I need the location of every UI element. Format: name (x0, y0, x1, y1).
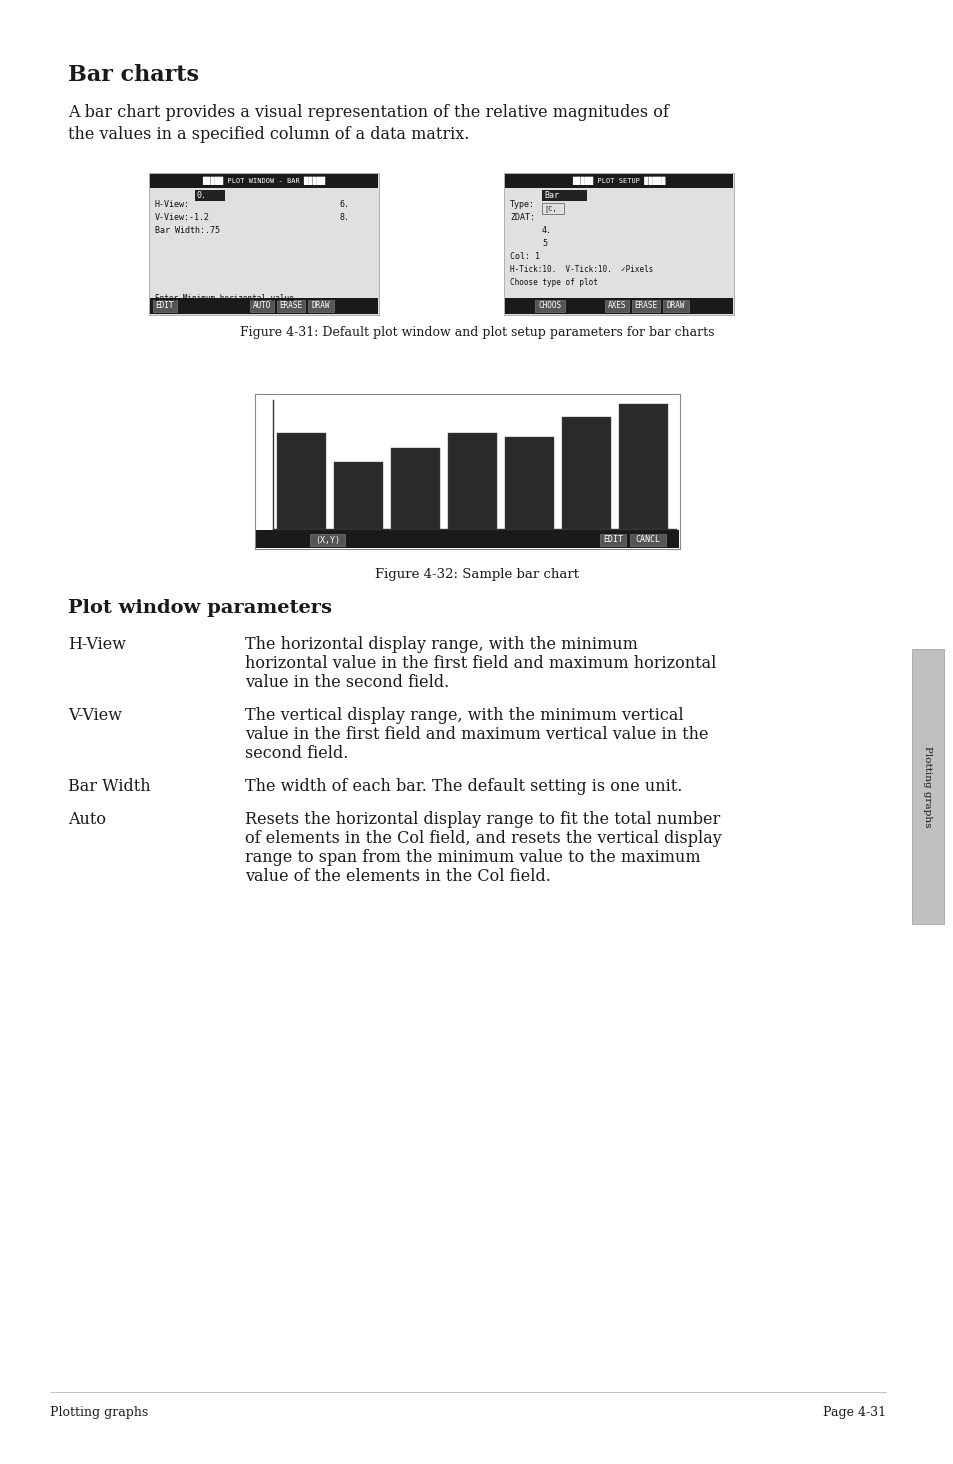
Bar (277, 433, 325, 529)
Bar (631, 300, 659, 312)
Text: Enter Minimum horizontal value: Enter Minimum horizontal value (154, 294, 294, 303)
Text: Plotting graphs: Plotting graphs (50, 1405, 148, 1419)
Text: [C,: [C, (543, 205, 557, 212)
Text: CANCL: CANCL (635, 536, 659, 545)
Bar (308, 300, 334, 312)
Text: The horizontal display range, with the minimum: The horizontal display range, with the m… (245, 635, 638, 653)
Bar (505, 436, 553, 529)
Bar (504, 174, 732, 187)
Text: value in the first field and maximum vertical value in the: value in the first field and maximum ver… (245, 726, 708, 744)
Bar (254, 394, 679, 549)
Bar (150, 299, 377, 313)
Text: Type:: Type: (510, 201, 535, 209)
Text: H-View:: H-View: (154, 201, 190, 209)
Bar (255, 530, 679, 548)
Text: Figure 4-32: Sample bar chart: Figure 4-32: Sample bar chart (375, 568, 578, 581)
Text: Plot window parameters: Plot window parameters (68, 599, 332, 616)
Text: H-View: H-View (68, 635, 126, 653)
Text: of elements in the Col field, and resets the vertical display: of elements in the Col field, and resets… (245, 830, 721, 848)
Text: AXES: AXES (607, 302, 625, 310)
Text: Page 4-31: Page 4-31 (822, 1405, 885, 1419)
Text: second field.: second field. (245, 745, 348, 761)
Text: 4.: 4. (541, 225, 552, 236)
Text: The width of each bar. The default setting is one unit.: The width of each bar. The default setti… (245, 777, 681, 795)
Text: AUTO: AUTO (253, 302, 271, 310)
Bar (561, 417, 610, 529)
Text: ERASE: ERASE (634, 302, 657, 310)
Text: V-View:-1.2: V-View:-1.2 (154, 212, 210, 223)
Bar (541, 190, 586, 201)
Text: Bar: Bar (543, 192, 558, 201)
Bar (503, 173, 733, 315)
Text: ERASE: ERASE (279, 302, 302, 310)
Bar (504, 174, 732, 313)
Text: Plotting graphs: Plotting graphs (923, 745, 931, 827)
Text: EDIT: EDIT (155, 302, 174, 310)
Bar (604, 300, 628, 312)
Bar (149, 173, 378, 315)
Text: (X,Y): (X,Y) (314, 536, 339, 545)
Text: value in the second field.: value in the second field. (245, 673, 449, 691)
Bar (504, 299, 732, 313)
Bar (276, 300, 305, 312)
Text: 8.: 8. (339, 212, 350, 223)
Text: range to span from the minimum value to the maximum: range to span from the minimum value to … (245, 849, 700, 867)
Text: horizontal value in the first field and maximum horizontal: horizontal value in the first field and … (245, 654, 716, 672)
Text: Col: 1: Col: 1 (510, 252, 539, 261)
Text: Bar charts: Bar charts (68, 64, 199, 86)
Text: ZDAT:: ZDAT: (510, 212, 535, 223)
Text: Bar Width: Bar Width (68, 777, 151, 795)
Text: Bar Width:.75: Bar Width:.75 (154, 225, 220, 236)
Bar (152, 300, 177, 312)
Bar (911, 649, 943, 924)
Text: CHOOS: CHOOS (537, 302, 561, 310)
Bar (662, 300, 688, 312)
Text: The vertical display range, with the minimum vertical: The vertical display range, with the min… (245, 707, 683, 725)
Bar (629, 534, 665, 546)
Text: V-View: V-View (68, 707, 122, 725)
Bar (599, 534, 625, 546)
Text: value of the elements in the Col field.: value of the elements in the Col field. (245, 868, 550, 886)
Text: DRAW: DRAW (312, 302, 330, 310)
Bar (448, 433, 497, 529)
Bar (391, 448, 439, 529)
Bar (150, 174, 377, 313)
Text: 5: 5 (541, 239, 546, 247)
Bar (618, 404, 667, 529)
Text: Resets the horizontal display range to fit the total number: Resets the horizontal display range to f… (245, 811, 720, 829)
Text: the values in a specified column of a data matrix.: the values in a specified column of a da… (68, 126, 469, 143)
Text: DRAW: DRAW (666, 302, 684, 310)
Bar (535, 300, 564, 312)
Text: Choose type of plot: Choose type of plot (510, 278, 598, 287)
Bar (250, 300, 274, 312)
Bar (541, 203, 563, 214)
Text: H-Tick:10.  V-Tick:10.  ✓Pixels: H-Tick:10. V-Tick:10. ✓Pixels (510, 265, 653, 274)
Bar (150, 174, 377, 187)
Text: █████ PLOT SETUP █████: █████ PLOT SETUP █████ (572, 177, 665, 184)
Text: EDIT: EDIT (602, 536, 622, 545)
Bar (334, 461, 382, 529)
Bar (194, 190, 225, 201)
Text: 0.: 0. (196, 192, 207, 201)
Text: Figure 4-31: Default plot window and plot setup parameters for bar charts: Figure 4-31: Default plot window and plo… (239, 326, 714, 340)
Text: A bar chart provides a visual representation of the relative magnitudes of: A bar chart provides a visual representa… (68, 104, 668, 122)
Text: Auto: Auto (68, 811, 106, 829)
Bar (310, 534, 345, 546)
Text: 6.: 6. (339, 201, 350, 209)
Text: █████ PLOT WINDOW - BAR █████: █████ PLOT WINDOW - BAR █████ (202, 177, 325, 184)
